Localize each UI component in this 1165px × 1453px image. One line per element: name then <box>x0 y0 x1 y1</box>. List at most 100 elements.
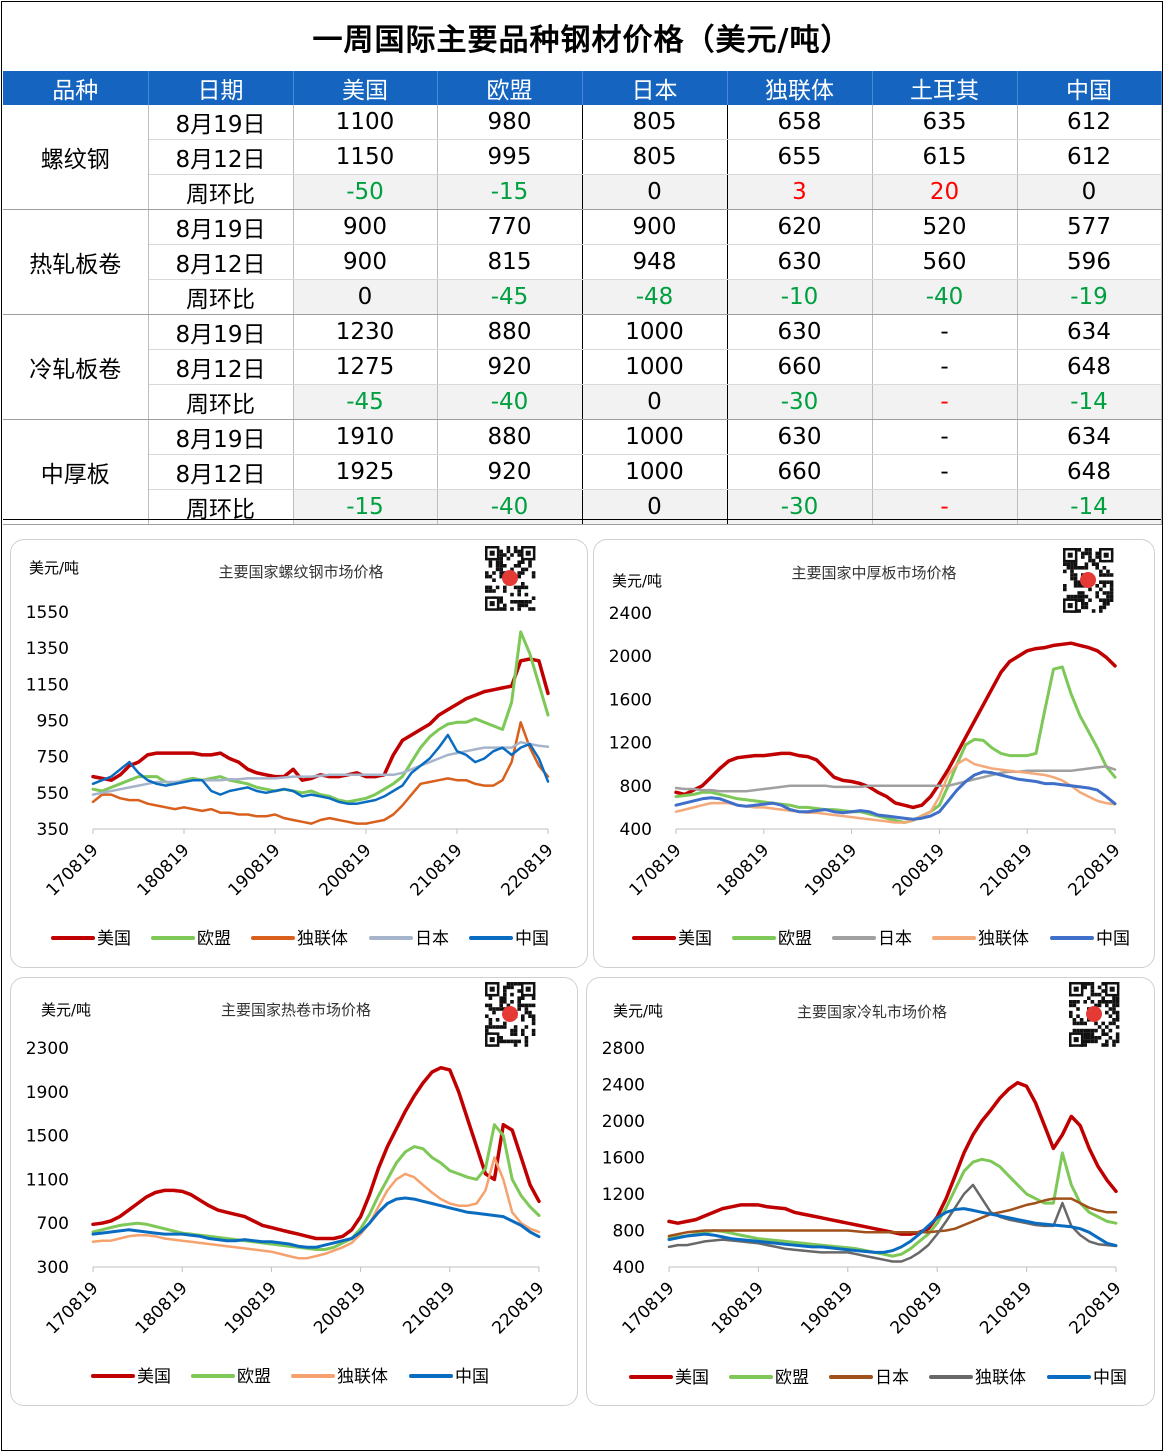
price-cell: 615 <box>872 139 1018 175</box>
legend-label: 日本 <box>878 929 912 949</box>
legend-label: 中国 <box>1096 929 1130 949</box>
price-cell: 520 <box>872 209 1018 245</box>
price-cell: 612 <box>1017 105 1162 140</box>
y-tick-label: 700 <box>37 1214 69 1234</box>
price-cell: 660 <box>727 454 873 490</box>
column-header: 土耳其 <box>872 71 1018 105</box>
y-tick-label: 1200 <box>602 1185 645 1205</box>
x-tick-label: 170819 <box>42 1278 102 1338</box>
rebar-price-chart: 主要国家螺纹钢市场价格 美元/吨 350 550 750 950 1150 1350 1550 1… <box>26 559 558 949</box>
x-tick-label: 180819 <box>713 840 773 900</box>
qr-code-icon <box>481 978 539 1052</box>
price-cell: 1000 <box>582 349 728 385</box>
series-line-2 <box>674 765 1117 793</box>
x-tick-label: 220819 <box>1065 1278 1125 1338</box>
x-tick-label: 200819 <box>310 1278 370 1338</box>
x-tick-label: 200819 <box>315 840 375 900</box>
legend-label: 美国 <box>97 929 131 949</box>
table-row: 中厚板 8月19日 1910 880 1000 630-634 <box>3 419 1162 525</box>
price-cell: 1275 <box>293 349 438 385</box>
variety-cell: 冷轧板卷 <box>3 314 149 420</box>
y-tick-label: 1150 <box>26 675 69 695</box>
chart-title: 主要国家冷轧市场价格 <box>797 1003 947 1021</box>
y-tick-label: 2400 <box>602 1076 645 1096</box>
column-header: 品种 <box>3 71 149 105</box>
price-cell: 635 <box>872 105 1018 140</box>
series-line-3 <box>91 740 550 796</box>
price-cell: 660 <box>727 349 873 385</box>
price-cell: 880 <box>437 314 583 350</box>
date-cell: 8月19日 <box>148 105 294 140</box>
table-row: 周环比 -50 -15 0 3 20 0 <box>3 174 1162 210</box>
price-cell: -40 <box>872 279 1018 315</box>
date-cell: 8月12日 <box>148 349 294 385</box>
chart-title: 主要国家中厚板市场价格 <box>791 564 956 582</box>
price-cell: -19 <box>1017 279 1162 315</box>
legend-label: 日本 <box>415 929 449 949</box>
price-cell: 658 <box>727 105 873 140</box>
price-cell: 0 <box>582 384 728 420</box>
column-header: 欧盟 <box>437 71 583 105</box>
price-cell: 1925 <box>293 454 438 490</box>
legend-label: 欧盟 <box>237 1367 271 1387</box>
price-cell: 920 <box>437 454 583 490</box>
price-cell: - <box>872 314 1018 350</box>
price-cell: 1100 <box>293 105 438 140</box>
price-cell: 648 <box>1017 349 1162 385</box>
chart-title: 主要国家螺纹钢市场价格 <box>218 563 383 581</box>
variety-cell: 螺纹钢 <box>3 105 149 210</box>
table-header-row: 品种 日期 美国 欧盟 日本 独联体 土耳其 中国 <box>3 71 1162 105</box>
column-header: 中国 <box>1017 71 1162 105</box>
price-cell: 1000 <box>582 314 728 350</box>
price-cell: 612 <box>1017 139 1162 175</box>
legend-label: 独联体 <box>975 1368 1026 1388</box>
series-line-0 <box>91 1065 541 1241</box>
y-tick-label: 1900 <box>26 1083 69 1103</box>
price-cell: 880 <box>437 419 583 455</box>
price-cell: -10 <box>727 279 873 315</box>
y-tick-label: 2000 <box>602 1112 645 1132</box>
y-tick-label: 550 <box>37 784 69 804</box>
x-tick-label: 220819 <box>488 1278 548 1338</box>
table-row: 冷轧板卷 8月19日 1230 880 1000 630-634 <box>3 314 1162 420</box>
table-bottom-border <box>3 519 1161 520</box>
price-cell: -50 <box>293 174 438 210</box>
y-tick-label: 1600 <box>609 690 652 710</box>
price-cell: - <box>872 454 1018 490</box>
x-tick-label: 210819 <box>977 840 1037 900</box>
legend-label: 美国 <box>678 929 712 949</box>
chart-panel-hrc: 主要国家热卷市场价格 美元/吨 300 700 1100 1500 1900 2300 1708… <box>10 977 578 1406</box>
y-axis-label: 美元/吨 <box>612 572 662 590</box>
legend-label: 中国 <box>515 929 549 949</box>
x-tick-label: 170819 <box>618 1278 678 1338</box>
price-cell: 630 <box>727 244 873 280</box>
y-tick-label: 350 <box>37 820 69 840</box>
x-tick-label: 200819 <box>889 840 949 900</box>
x-tick-label: 220819 <box>497 840 557 900</box>
series-line-2 <box>91 721 550 825</box>
price-cell: 770 <box>437 209 583 245</box>
x-tick-label: 180819 <box>133 840 193 900</box>
legend-label: 欧盟 <box>775 1368 809 1388</box>
chart-title: 主要国家热卷市场价格 <box>221 1001 371 1019</box>
price-cell: -14 <box>1017 384 1162 420</box>
table-row: 8月12日 900 815 948 630 560 596 <box>3 244 1162 280</box>
price-cell: - <box>872 384 1018 420</box>
x-tick-label: 190819 <box>221 1278 281 1338</box>
hot-rolled-price-chart: 主要国家热卷市场价格 美元/吨 300 700 1100 1500 1900 2300 1708… <box>26 1001 549 1387</box>
price-cell: 948 <box>582 244 728 280</box>
table-row: 8月12日 1925 920 1000 660-648 <box>3 454 1162 490</box>
series-line-3 <box>667 1183 1118 1263</box>
y-tick-label: 1550 <box>26 603 69 623</box>
price-cell: -15 <box>437 174 583 210</box>
series-line-4 <box>667 1207 1118 1254</box>
price-cell: 0 <box>1017 174 1162 210</box>
series-line-3 <box>91 1196 541 1249</box>
price-cell: 1000 <box>582 419 728 455</box>
y-tick-label: 2400 <box>609 604 652 624</box>
x-tick-label: 200819 <box>887 1278 947 1338</box>
x-tick-label: 220819 <box>1064 840 1124 900</box>
chart-panel-plate: 主要国家中厚板市场价格 美元/吨 400 800 1200 1600 2000 2400 170… <box>593 539 1155 968</box>
series-line-0 <box>674 641 1117 810</box>
